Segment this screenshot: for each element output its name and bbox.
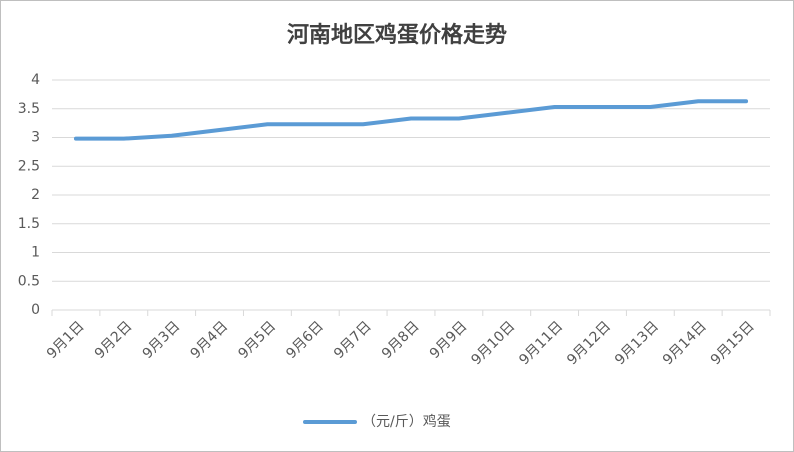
y-tick-label: 3	[31, 130, 40, 146]
y-tick-label: 1.5	[18, 216, 40, 232]
chart-title: 河南地区鸡蛋价格走势	[287, 22, 507, 48]
y-tick-label: 1	[31, 245, 40, 261]
y-tick-label: 3.5	[18, 101, 40, 117]
y-tick-label: 0.5	[18, 273, 40, 289]
legend-label: （元/斤）鸡蛋	[362, 413, 451, 430]
y-tick-label: 0	[31, 302, 40, 318]
y-tick-label: 4	[31, 72, 40, 88]
y-tick-label: 2	[31, 187, 40, 203]
data-line	[73, 99, 749, 141]
y-tick-label: 2.5	[18, 158, 40, 174]
